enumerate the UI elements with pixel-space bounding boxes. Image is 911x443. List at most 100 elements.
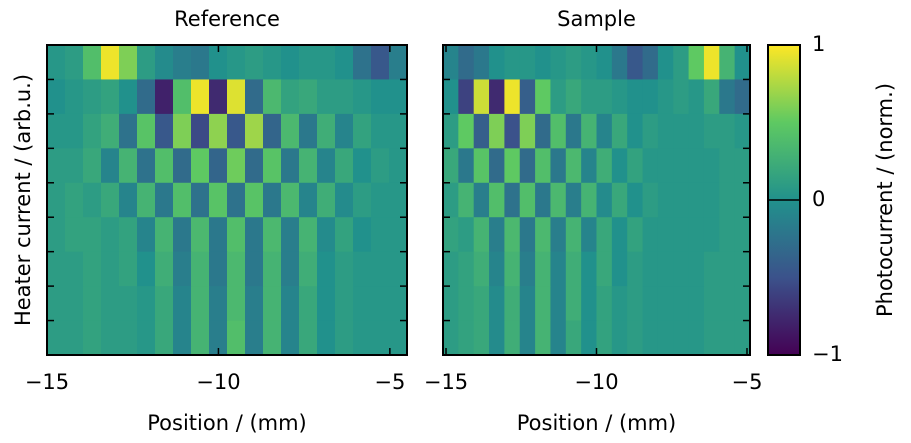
heatmap-cell [719,286,736,322]
heatmap-cell [642,113,659,149]
heatmap-cell [719,45,736,81]
heatmap-cell [627,45,644,81]
heatmap-cell [657,286,674,322]
heatmap-cell [627,79,644,115]
heatmap-cell [263,286,282,322]
heatmap-cell [581,148,598,184]
heatmap-cell [83,182,102,218]
heatmap-cell [155,251,174,287]
heatmap-cell [581,45,598,81]
heatmap-cell [719,79,736,115]
heatmap-cell [473,45,490,81]
heatmap-cell [119,182,138,218]
heatmap-cell [371,251,390,287]
heatmap-cell [119,79,138,115]
heatmap-cell [596,148,613,184]
heatmap-cell [137,320,156,356]
heatmap-cell [263,79,282,115]
heatmap-cell [504,251,521,287]
heatmap-cell [489,182,505,218]
heatmap-cell [657,251,674,287]
heatmap-cell [473,148,490,184]
heatmap-cell [65,182,84,218]
heatmap-cell [519,286,536,322]
heatmap-cell [581,79,598,115]
heatmap-cell [227,320,246,356]
x-tick-label: −15 [424,370,468,394]
heatmap-cell [371,79,390,115]
heatmap-cell [734,182,751,218]
heatmap-cell [535,113,552,149]
heatmap-cell [191,113,210,149]
x-axis-label: Position / (mm) [517,411,677,435]
heatmap-cell [137,182,156,218]
heatmap-cell [519,113,536,149]
heatmap-cell [227,217,246,253]
heatmap-cell [489,113,505,149]
heatmap-cell [155,217,174,253]
heatmap-cell [673,79,690,115]
heatmap-cell [299,113,318,149]
heatmap-cell [489,286,505,322]
heatmap-cell [245,148,264,184]
heatmap-cell [719,320,736,356]
heatmap-cell [245,217,264,253]
heatmap-cell [596,251,613,287]
heatmap-cell [155,113,174,149]
heatmap-cell [47,113,66,149]
heatmap-cell [353,148,372,184]
heatmap-cell [209,182,228,218]
heatmap-cell [119,148,138,184]
heatmap-cell [83,79,102,115]
heatmap-cell [353,286,372,322]
heatmap-cell [535,148,552,184]
x-axis-label: Position / (mm) [147,411,307,435]
heatmap-cell [245,251,264,287]
heatmap-cell [596,286,613,322]
heatmap-cell [611,217,628,253]
heatmap-cell [703,79,720,115]
heatmap-cell [611,45,628,81]
heatmap-cell [703,286,720,322]
heatmap-cell [227,45,246,81]
heatmap-cell [47,148,66,184]
heatmap-cell [281,286,300,322]
heatmap-cell [657,182,674,218]
heatmap-cell [65,320,84,356]
heatmap-cell [458,45,475,81]
heatmap-cell [673,251,690,287]
heatmap-cell [581,113,598,149]
colorbar-tick-label: 1 [812,32,825,56]
heatmap-cell [657,217,674,253]
heatmap-cell [473,251,490,287]
heatmap-cell [371,217,390,253]
heatmap-cell [627,148,644,184]
heatmap-cell [173,286,192,322]
heatmap-cell [137,45,156,81]
heatmap-cell [565,217,582,253]
heatmap-cell [719,182,736,218]
heatmap-cell [504,148,521,184]
heatmap-cell [191,286,210,322]
heatmap-cell [719,148,736,184]
heatmap-cell [596,45,613,81]
heatmap-cell [389,320,408,356]
heatmap-cell [550,45,567,81]
heatmap-cell [299,286,318,322]
heatmap-cell [281,217,300,253]
heatmap-cell [281,148,300,184]
heatmap-cell [473,79,490,115]
heatmap-cell [734,217,751,253]
heatmap-cell [734,286,751,322]
heatmap-cell [47,79,66,115]
heatmap-cell [550,251,567,287]
heatmap-cell [65,286,84,322]
heatmap-cell [335,251,354,287]
heatmap-cell [353,45,372,81]
heatmap-cell [734,113,751,149]
heatmap-cell [627,320,644,356]
x-tick-label: −5 [732,370,763,394]
heatmap-cell [565,320,582,356]
heatmap-cell [299,182,318,218]
heatmap-cell [281,79,300,115]
